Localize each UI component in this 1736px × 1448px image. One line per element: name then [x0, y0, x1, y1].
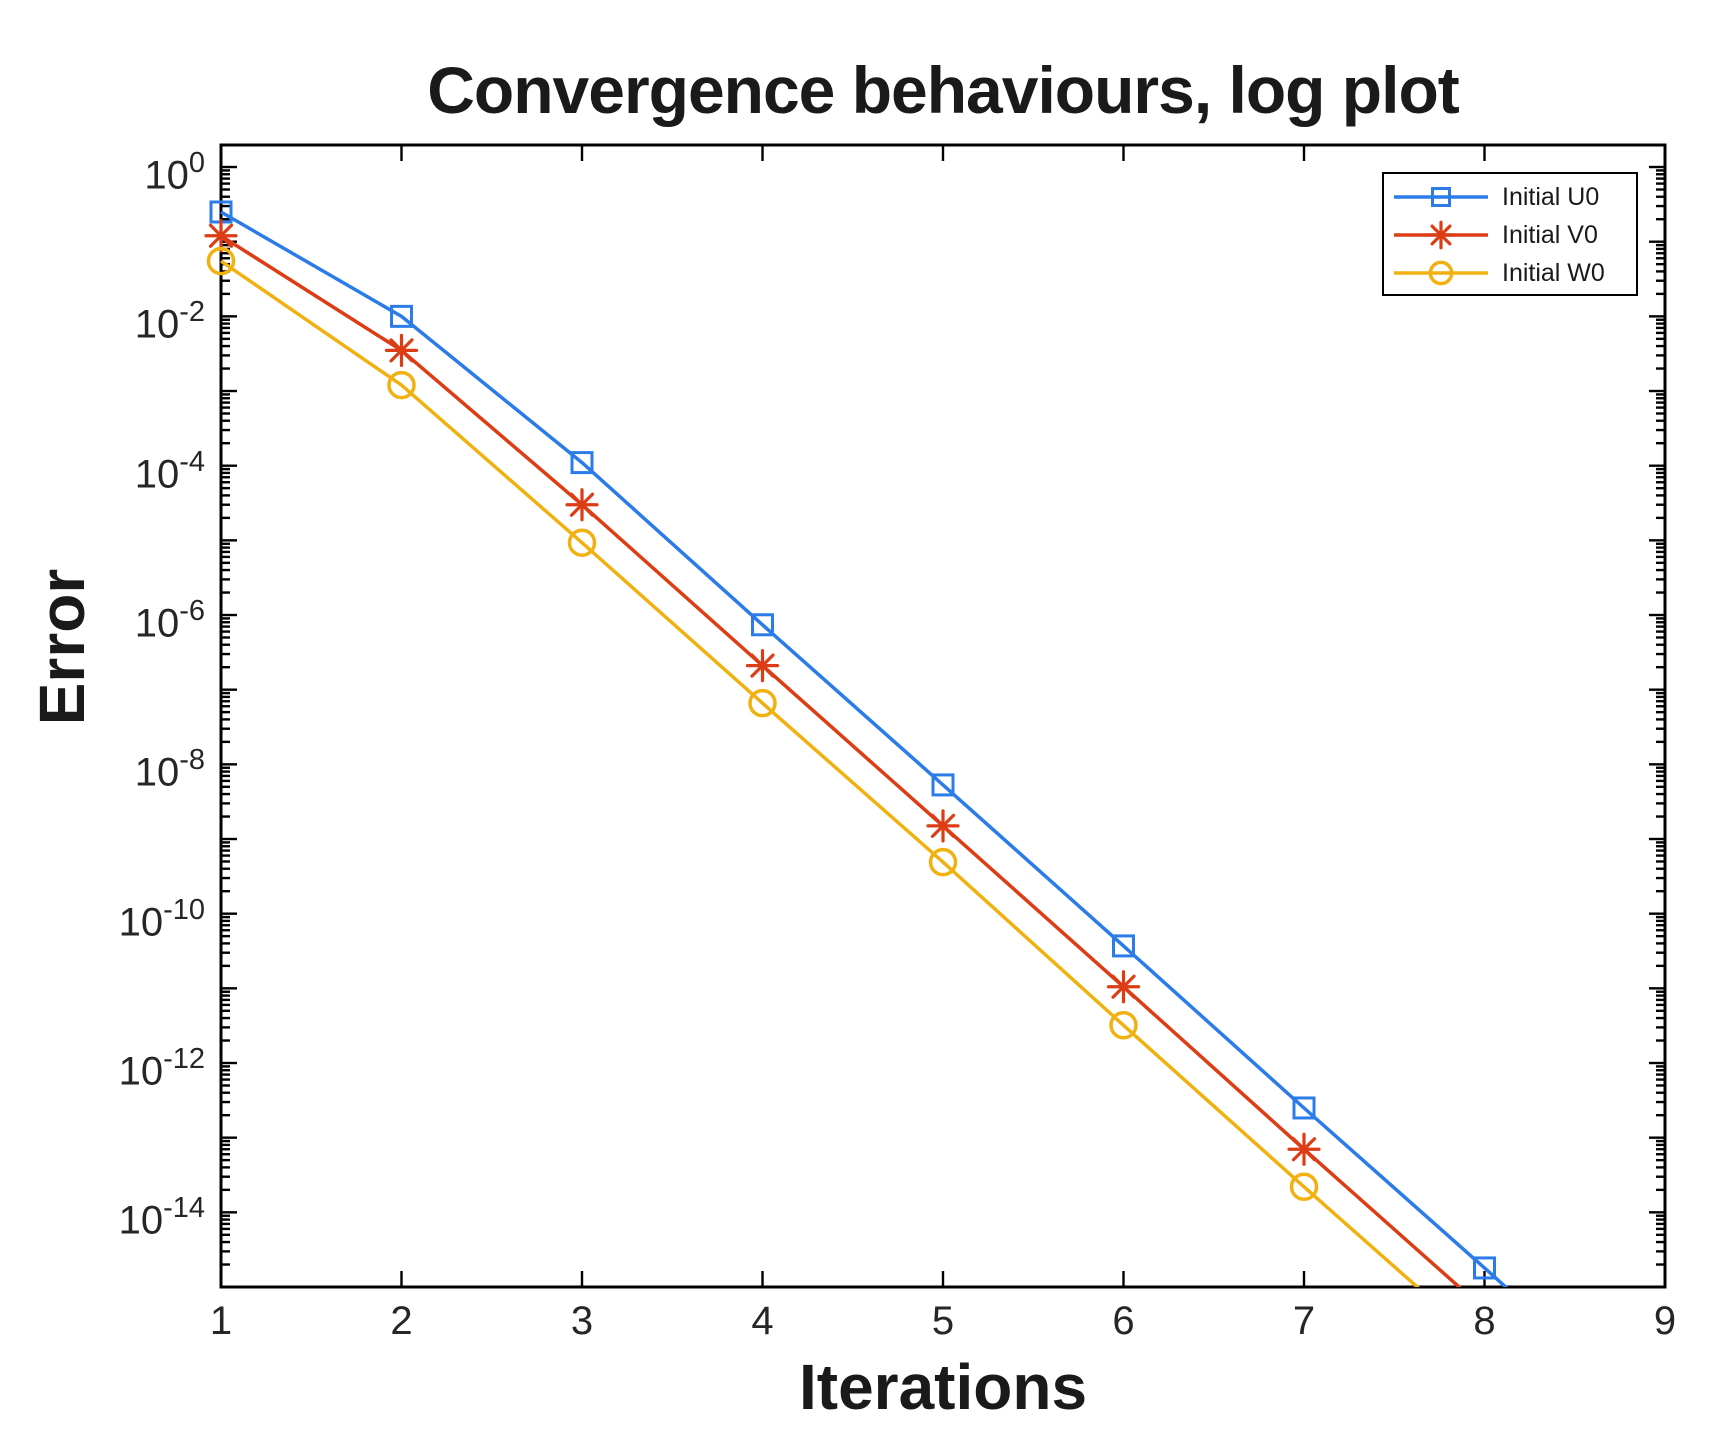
asterisk-spoke: [750, 653, 775, 678]
asterisk-spoke: [930, 813, 956, 838]
marker-circle: [1289, 1172, 1319, 1202]
asterisk-spoke: [1291, 1137, 1317, 1162]
y-tick-base: 10: [118, 1198, 164, 1243]
y-tick-label: 10-12: [119, 1037, 205, 1095]
x-tick-label: 8: [1473, 1299, 1496, 1343]
chart-title: Convergence behaviours, log plot: [427, 53, 1460, 127]
asterisk-spoke: [569, 492, 595, 517]
y-tick-label: 10-6: [135, 589, 205, 647]
marker-asterisk: [745, 649, 780, 683]
marker-circle: [1428, 260, 1454, 286]
y-tick-exponent: -4: [179, 445, 205, 478]
marker-square: [1112, 934, 1135, 958]
x-axis-label: Iterations: [798, 1351, 1088, 1423]
y-tick-exponent: -14: [163, 1192, 205, 1225]
x-tick-label: 3: [570, 1299, 594, 1343]
legend-label: Initial U0: [1502, 182, 1600, 211]
y-tick-exponent: -6: [179, 595, 205, 628]
axes-frame: [219, 143, 1667, 1289]
series-line-initial-w0: [220, 259, 1420, 1287]
y-tick-label: 100: [144, 141, 205, 199]
y-tick-exponent: 0: [188, 147, 205, 180]
marker-circle: [1109, 1011, 1138, 1040]
y-tick-base: 10: [144, 153, 189, 198]
marker-asterisk: [384, 333, 419, 367]
asterisk-spoke: [1430, 224, 1452, 246]
y-tick-label: 10-2: [135, 290, 205, 348]
legend-swatch-circle-icon: [1394, 260, 1488, 286]
x-ticks: [219, 145, 1667, 1287]
y-tick-exponent: -10: [163, 893, 205, 926]
marker-square: [931, 773, 955, 797]
marker-square: [751, 613, 774, 637]
y-tick-base: 10: [134, 601, 180, 646]
marker-asterisk: [1287, 1132, 1321, 1166]
series-line-initial-v0: [220, 234, 1462, 1287]
y-tick-base: 10: [118, 900, 164, 944]
marker-circle: [387, 370, 416, 400]
y-tick-label: 10-10: [119, 888, 205, 946]
x-tick-label: 1: [209, 1299, 233, 1343]
marker-circle: [928, 847, 958, 877]
x-tick-label: 5: [931, 1299, 955, 1343]
y-tick-exponent: -8: [179, 744, 205, 777]
x-tick-label: 2: [390, 1299, 413, 1343]
x-tick-label: 6: [1112, 1299, 1135, 1343]
asterisk-spoke: [208, 223, 234, 248]
y-ticks: [221, 165, 1665, 1289]
y-tick-exponent: -2: [179, 296, 205, 329]
asterisk-spoke: [389, 338, 414, 363]
marker-circle: [567, 528, 597, 557]
marker-asterisk: [565, 488, 599, 522]
marker-square: [1431, 187, 1451, 207]
marker-asterisk: [926, 809, 960, 843]
x-tick-label: 9: [1653, 1299, 1677, 1343]
legend-swatch-asterisk-icon: [1394, 220, 1488, 250]
asterisk-spoke: [1111, 974, 1136, 999]
y-tick-label: 10-4: [135, 440, 205, 498]
marker-asterisk: [1106, 970, 1141, 1004]
marker-square: [390, 304, 413, 328]
y-tick-base: 10: [134, 302, 180, 347]
marker-square: [1473, 1256, 1496, 1280]
y-tick-label: 10-14: [119, 1186, 205, 1244]
legend-swatch-square-icon: [1394, 187, 1488, 207]
legend-label: Initial V0: [1502, 220, 1598, 249]
series-line-initial-u0: [220, 210, 1509, 1287]
legend-label: Initial W0: [1502, 258, 1605, 287]
legend: Initial U0 Initial V0 Initial W0: [1382, 172, 1638, 296]
marker-square: [1292, 1096, 1316, 1120]
legend-item-initial-w0: Initial W0: [1390, 254, 1636, 292]
marker-circle: [748, 688, 777, 718]
y-tick-base: 10: [134, 750, 180, 795]
x-tick-label: 4: [751, 1299, 774, 1343]
y-tick-base: 10: [134, 452, 180, 496]
marker-asterisk: [1426, 220, 1456, 250]
legend-item-initial-u0: Initial U0: [1390, 178, 1636, 216]
x-tick-label: 7: [1292, 1299, 1316, 1343]
y-tick-label: 10-8: [135, 738, 205, 796]
y-tick-exponent: -12: [163, 1043, 205, 1075]
legend-item-initial-v0: Initial V0: [1390, 216, 1636, 254]
marker-square: [570, 451, 594, 475]
marker-asterisk: [204, 219, 238, 253]
y-tick-base: 10: [118, 1049, 164, 1094]
marker-circle: [206, 246, 236, 276]
